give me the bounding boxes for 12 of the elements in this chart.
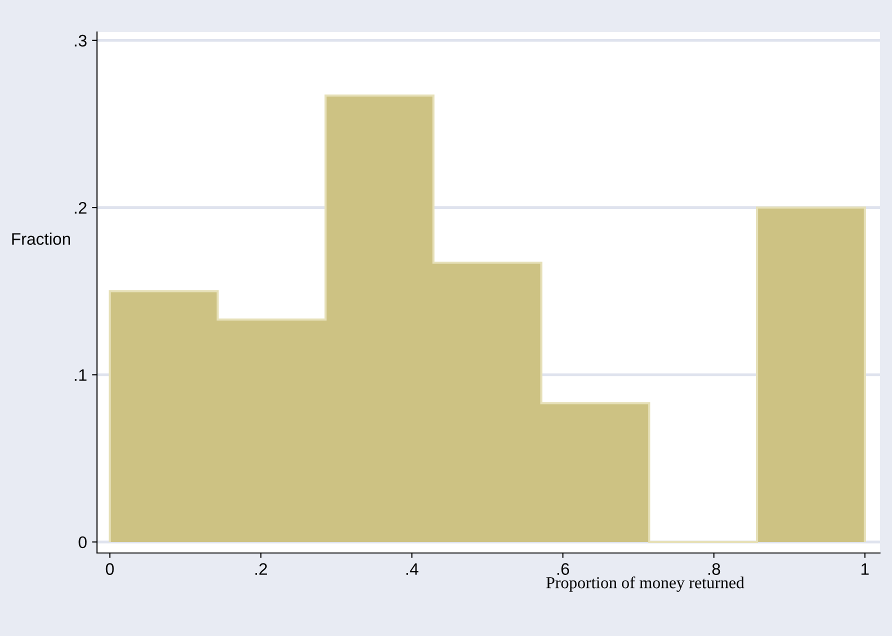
- x-tick-label: .2: [255, 563, 267, 575]
- x-tick-label: 1: [862, 563, 869, 575]
- y-tick-label: .1: [74, 369, 86, 381]
- y-tick-label: .3: [74, 34, 87, 47]
- y-axis-title: Fraction: [12, 232, 70, 245]
- x-tick-label: .4: [406, 563, 418, 575]
- x-tick-label: .8: [708, 563, 720, 575]
- y-tick-label: 0: [78, 536, 87, 548]
- y-tick-label: .2: [74, 202, 86, 214]
- x-tick-label: .6: [557, 563, 570, 575]
- x-tick-label: 0: [106, 563, 114, 575]
- x-axis-title: Proportion of money returned: [546, 576, 744, 592]
